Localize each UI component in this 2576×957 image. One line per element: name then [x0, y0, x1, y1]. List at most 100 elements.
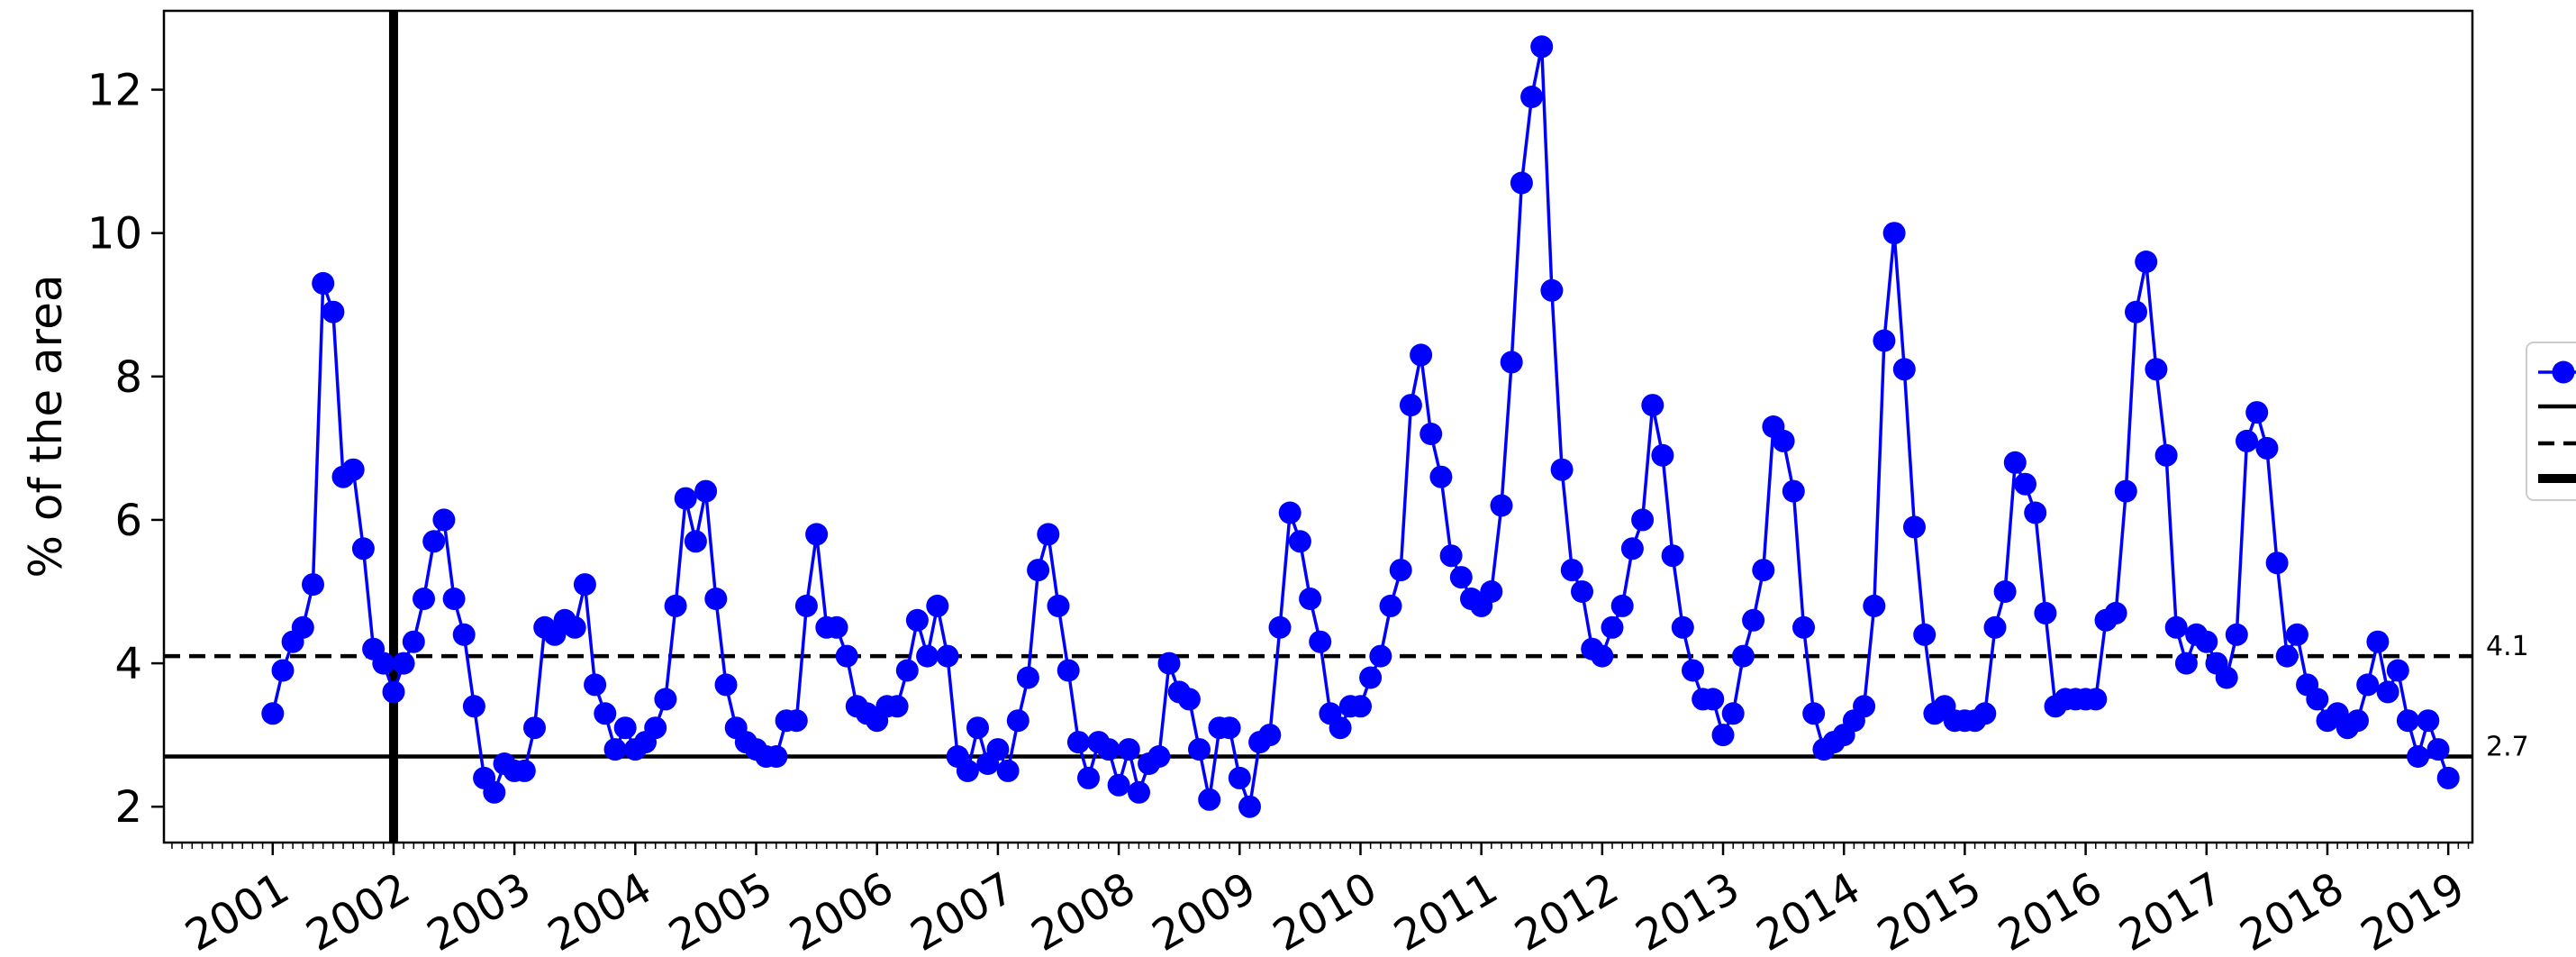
x-tick-label: 2011 — [1385, 862, 1506, 957]
x-tick-label: 2003 — [419, 862, 540, 957]
data-point — [2164, 615, 2188, 639]
data-point — [1066, 731, 1090, 754]
data-point — [2265, 551, 2289, 575]
data-point — [1349, 695, 1372, 718]
data-point — [2356, 673, 2380, 697]
data-point — [1993, 580, 2017, 603]
data-point — [1429, 465, 1453, 488]
data-point — [2285, 623, 2308, 646]
data-point — [2195, 630, 2218, 653]
y-tick-label: 2 — [114, 782, 142, 833]
data-point — [1882, 222, 1906, 245]
data-point — [2174, 652, 2198, 675]
x-tick-label: 2013 — [1628, 862, 1748, 957]
data-point — [1016, 666, 1039, 689]
data-point — [1530, 35, 1554, 59]
y-tick-label: 6 — [114, 496, 142, 546]
x-tick-label: 2004 — [540, 862, 660, 957]
data-point — [664, 594, 687, 617]
x-tick-label: 2018 — [2232, 862, 2353, 957]
data-point — [1560, 559, 1583, 582]
data-point — [1057, 659, 1080, 682]
data-point — [1682, 659, 1704, 682]
data-point — [2426, 738, 2450, 761]
data-point — [2084, 688, 2108, 711]
x-tick-label: 2012 — [1507, 862, 1628, 957]
data-point — [2145, 358, 2168, 381]
data-point — [351, 537, 375, 561]
data-point — [644, 716, 667, 740]
data-point — [1500, 351, 1523, 374]
data-point — [1490, 494, 1513, 517]
data-point — [2034, 601, 2057, 624]
data-point — [2215, 666, 2238, 689]
data-point — [1258, 724, 1282, 747]
data-point — [1027, 559, 1050, 582]
data-point — [2366, 630, 2390, 653]
data-point — [1449, 566, 1473, 589]
data-point — [1359, 666, 1383, 689]
data-point — [1892, 358, 1916, 381]
data-point — [1721, 702, 1745, 725]
plot-frame — [162, 9, 2474, 844]
data-point — [1631, 508, 1655, 532]
data-point — [1772, 429, 1795, 452]
data-point — [825, 615, 848, 639]
data-point — [1157, 652, 1181, 675]
legend-series-marker — [2552, 360, 2575, 384]
data-point — [794, 594, 818, 617]
data-point — [1671, 615, 1694, 639]
data-point — [442, 588, 466, 610]
data-point — [936, 644, 959, 668]
data-point — [573, 573, 596, 597]
data-point — [1540, 278, 1564, 302]
data-point — [704, 588, 728, 610]
data-point — [613, 716, 637, 740]
data-point — [1177, 688, 1201, 711]
x-tick-label: 2019 — [2353, 862, 2473, 957]
x-tick-label: 2008 — [1023, 862, 1144, 957]
x-axis: 2001 2002 2003 2004 2005 2006 2007 2008 2009 2010… — [171, 843, 2473, 957]
data-point — [2407, 745, 2430, 768]
data-point — [392, 652, 415, 675]
data-point — [1601, 615, 1624, 639]
data-point — [835, 644, 858, 668]
data-point — [966, 716, 989, 740]
reference-lines: 4.1 2.7 — [164, 11, 2529, 843]
data-point — [1198, 788, 1221, 811]
data-point — [462, 695, 485, 718]
data-point — [1651, 443, 1674, 467]
data-point — [2346, 709, 2369, 733]
data-point — [986, 738, 1010, 761]
data-point — [1983, 615, 2007, 639]
data-point — [1863, 594, 1886, 617]
x-tick-label: 2014 — [1748, 862, 1869, 957]
data-point — [885, 695, 909, 718]
data-point — [1329, 716, 1352, 740]
data-point — [2125, 300, 2147, 324]
data-point — [322, 300, 345, 324]
data-point — [1620, 537, 1644, 561]
data-point — [291, 615, 314, 639]
data-point — [1520, 86, 1544, 108]
y-axis-label: % of the area — [20, 275, 72, 579]
y-tick-label: 12 — [87, 66, 142, 116]
data-point — [1610, 594, 1634, 617]
data-point — [1903, 515, 1926, 539]
data-point — [1802, 702, 1826, 725]
data-point — [1218, 716, 1241, 740]
data-point — [432, 508, 456, 532]
data-point — [926, 594, 949, 617]
data-point — [1792, 615, 1815, 639]
data-point — [2225, 623, 2248, 646]
data-point — [1420, 423, 1443, 445]
data-point — [956, 759, 979, 782]
x-tick-label: 2006 — [782, 862, 903, 957]
data-point — [2135, 251, 2158, 273]
data-point — [1701, 688, 1725, 711]
data-point — [1369, 644, 1392, 668]
data-point — [895, 659, 919, 682]
data-point — [302, 573, 324, 597]
x-tick-label: 2002 — [298, 862, 419, 957]
x-tick-label: 2010 — [1265, 862, 1385, 957]
